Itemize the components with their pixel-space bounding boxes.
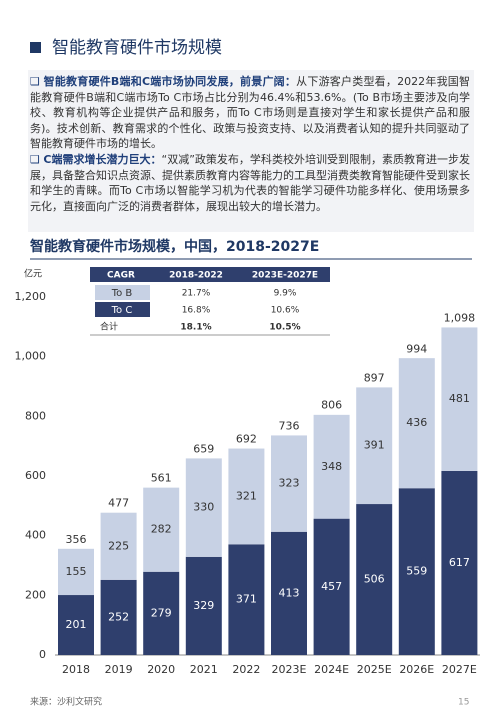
value-label: 413 — [279, 586, 300, 599]
y-tick-label: 400 — [25, 529, 46, 542]
bar-segment — [143, 571, 180, 655]
table-header: 2023E-2027E — [252, 271, 318, 281]
bar-segment — [100, 579, 137, 655]
y-tick-label: 600 — [25, 469, 46, 482]
x-tick-label: 2024E — [314, 663, 349, 676]
paragraph-text: “双减”政策发布，学科类校外培训受到限制，素质教育进一步发展，具备整合知识点资源… — [30, 153, 471, 213]
x-tick-label: 2027E — [442, 663, 477, 676]
x-tick-label: 2026E — [399, 663, 434, 676]
bar-segment — [313, 518, 350, 655]
bar-segment — [228, 448, 265, 545]
text-box — [28, 70, 474, 232]
bar-segment — [185, 458, 222, 557]
value-label: 348 — [321, 460, 342, 473]
value-label: 252 — [108, 610, 129, 623]
x-tick-label: 2022 — [232, 663, 260, 676]
table-header: CAGR — [107, 271, 135, 281]
legend-label: To B — [111, 288, 133, 299]
bar-segment — [143, 487, 180, 572]
value-label: 436 — [406, 416, 427, 429]
paragraph-heading: C端需求增长潜力巨大： — [43, 153, 162, 166]
paragraph: ❑ C端需求增长潜力巨大：“双减”政策发布，学科类校外培训受到限制，素质教育进一… — [30, 153, 471, 213]
value-label: 559 — [406, 565, 427, 578]
bar-segment — [313, 414, 350, 519]
y-tick-label: 0 — [39, 648, 46, 661]
value-label: 457 — [321, 580, 342, 593]
x-tick-label: 2019 — [105, 663, 133, 676]
paragraph-text: 从下游客户类型看，2022年我国智能教育硬件B端和C端市场To C市场占比分别为… — [30, 75, 471, 150]
legend-swatch — [95, 302, 150, 317]
bar-segment — [398, 488, 435, 655]
page-title: 智能教育硬件市场规模 — [52, 38, 222, 58]
y-unit: 亿元 — [24, 268, 42, 280]
table-cell: 16.8% — [182, 306, 211, 316]
value-label: 330 — [193, 501, 214, 514]
bar-segment — [228, 544, 265, 655]
bar-segment — [356, 504, 393, 655]
value-label: 225 — [108, 539, 129, 552]
paragraph-heading: 智能教育硬件B端和C端市场协同发展，前景广阔： — [43, 75, 297, 88]
x-tick-label: 2021 — [190, 663, 218, 676]
total-label: 356 — [66, 533, 87, 546]
table-header-bg — [90, 267, 330, 282]
bar-segment — [271, 435, 307, 532]
value-label: 321 — [236, 489, 257, 502]
bar-segment — [398, 358, 435, 489]
table-cell: 10.5% — [269, 323, 300, 333]
bar-segment — [271, 531, 307, 655]
y-tick-label: 1,200 — [15, 290, 47, 303]
value-label: 481 — [449, 392, 470, 405]
total-label: 692 — [236, 433, 257, 446]
value-label: 329 — [193, 599, 214, 612]
bar-segment — [185, 556, 222, 655]
total-label: 477 — [108, 497, 129, 510]
value-label: 391 — [364, 439, 385, 452]
bar-segment — [441, 470, 478, 655]
total-label: 806 — [321, 399, 342, 412]
value-label: 617 — [449, 556, 470, 569]
chart-title: 智能教育硬件市场规模，中国，2018-2027E — [29, 238, 319, 255]
bar-segment — [100, 512, 137, 580]
x-tick-label: 2025E — [357, 663, 392, 676]
paragraph: ❑ 智能教育硬件B端和C端市场协同发展，前景广阔：从下游客户类型看，2022年我… — [30, 75, 471, 150]
x-tick-label: 2018 — [62, 663, 90, 676]
total-label: 994 — [406, 342, 427, 355]
title-marker — [30, 42, 41, 53]
bar-segment — [58, 595, 94, 655]
y-tick-label: 1,000 — [15, 350, 47, 363]
table-cell: 21.7% — [182, 289, 211, 299]
value-label: 155 — [66, 565, 87, 578]
table-header: 2018-2022 — [169, 271, 223, 281]
table-cell: 9.9% — [274, 289, 297, 299]
total-label: 561 — [151, 472, 172, 485]
value-label: 201 — [66, 618, 87, 631]
bar-segment — [356, 387, 393, 505]
x-tick-label: 2020 — [147, 663, 175, 676]
total-label: 897 — [364, 371, 385, 384]
source: 来源：沙利文研究 — [30, 696, 102, 708]
value-label: 323 — [279, 477, 300, 490]
value-label: 506 — [364, 573, 385, 586]
table-total-label: 合计 — [100, 321, 118, 333]
table-cell: 10.6% — [271, 306, 300, 316]
total-label: 736 — [279, 419, 300, 432]
bar-segment — [441, 327, 478, 471]
total-label: 659 — [193, 442, 214, 455]
value-label: 282 — [151, 523, 172, 536]
y-tick-label: 800 — [25, 409, 46, 422]
legend-swatch — [95, 285, 150, 300]
y-tick-label: 200 — [25, 588, 46, 601]
value-label: 371 — [236, 593, 257, 606]
legend-label: To C — [111, 305, 133, 316]
value-label: 279 — [151, 606, 172, 619]
table-cell: 18.1% — [180, 323, 211, 333]
x-tick-label: 2023E — [272, 663, 307, 676]
bar-segment — [58, 548, 94, 596]
total-label: 1,098 — [444, 311, 476, 324]
page-number: 15 — [458, 698, 469, 708]
